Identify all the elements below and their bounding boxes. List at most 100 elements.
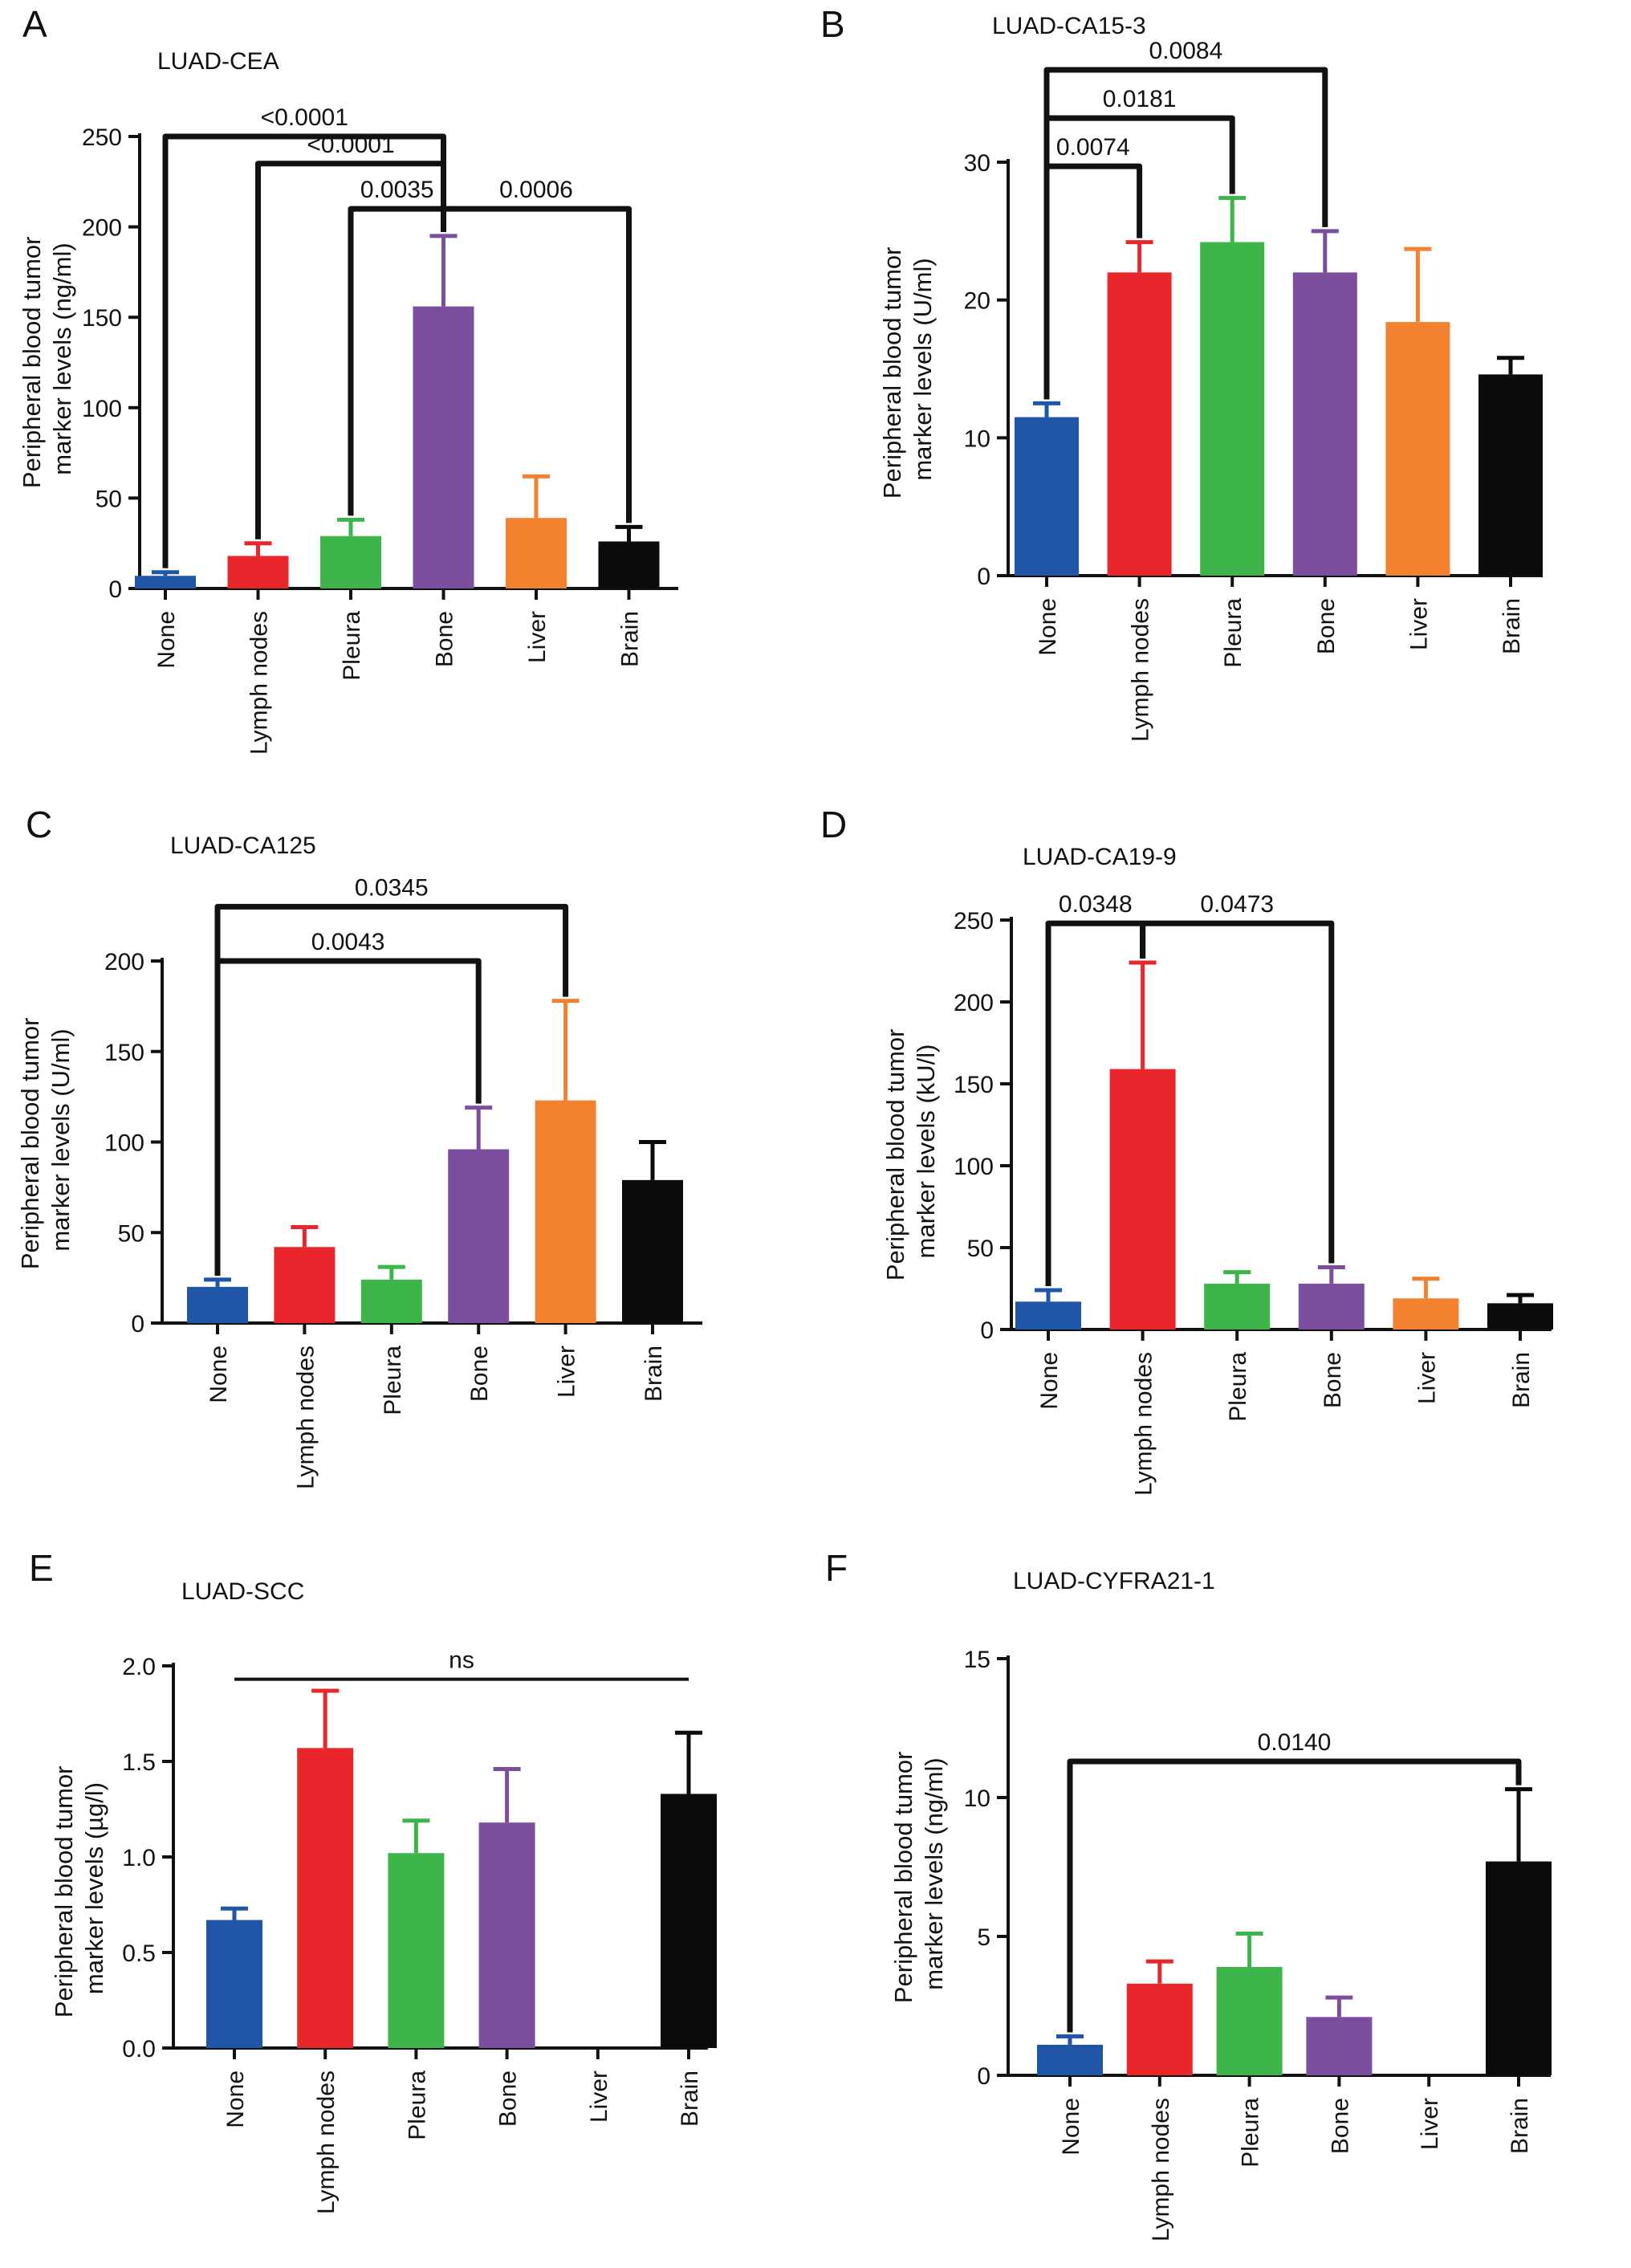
- panel-c-bar: [274, 1247, 336, 1323]
- panel-c-title: LUAD-CA125: [170, 833, 316, 859]
- panel-a-ylabel: Peripheral blood tumor marker levels (ng…: [18, 230, 76, 488]
- panel-e-p-value: ns: [449, 1647, 474, 1674]
- panel-a-p-value: <0.0001: [261, 104, 348, 131]
- panel-f-letter: F: [825, 1547, 848, 1589]
- panel-e-y-tick-label: 1.0: [122, 1845, 156, 1871]
- panel-e-bar: [297, 1748, 354, 2048]
- panel-d-x-tick-label: Pleura: [1225, 1352, 1251, 1422]
- panel-e: E LUAD-SCC Peripheral blood tumor marker…: [29, 1547, 717, 2214]
- panel-a-y-tick-label: 150: [82, 305, 122, 332]
- panel-d: D LUAD-CA19-9 Peripheral blood tumor mar…: [820, 804, 1553, 1496]
- panel-f-bar: [1126, 1983, 1193, 2075]
- panel-d-y-tick-label: 200: [954, 990, 994, 1016]
- panel-a-significance-bracket: [441, 206, 632, 523]
- panel-b-p-value: 0.0074: [1056, 134, 1130, 161]
- panel-c-x-tick-label: Lymph nodes: [292, 1346, 319, 1489]
- panel-e-x-tick-label: Brain: [677, 2071, 703, 2127]
- panel-e-x-tick-label: None: [222, 2071, 249, 2128]
- panel-a-y-tick-label: 200: [82, 215, 122, 242]
- panel-e-x-tick-label: Bone: [495, 2071, 522, 2127]
- panel-c-bar: [622, 1179, 683, 1323]
- panel-c-x-tick-label: Bone: [466, 1346, 493, 1402]
- panel-a-ylabel-line1: Peripheral blood tumor: [18, 237, 46, 489]
- panel-c-p-value: 0.0043: [311, 929, 385, 955]
- panel-a-x-tick-label: Lymph nodes: [246, 611, 273, 755]
- panel-d-bar: [1298, 1283, 1365, 1329]
- panel-e-y-tick-label: 1.5: [122, 1749, 156, 1776]
- panel-c-bar: [535, 1100, 596, 1323]
- panel-c-ylabel: Peripheral blood tumor marker levels (U/…: [16, 1011, 75, 1269]
- panel-a-letter: A: [22, 3, 47, 45]
- panel-d-y-tick-label: 0: [980, 1317, 994, 1344]
- panel-d-ylabel-line2: marker levels (kU/l): [912, 1044, 940, 1259]
- panel-d-bar: [1015, 1301, 1081, 1329]
- panel-c-x-tick-label: Pleura: [380, 1346, 406, 1415]
- panel-f-x-tick-label: Lymph nodes: [1148, 2098, 1174, 2242]
- panel-c-y-tick-label: 50: [118, 1220, 144, 1247]
- panel-e-ylabel-line1: Peripheral blood tumor: [50, 1766, 78, 2018]
- panel-b-significance-bracket: [1043, 67, 1328, 400]
- panel-e-bar: [661, 1794, 717, 2048]
- panel-b-y-tick-label: 20: [964, 288, 990, 315]
- panel-b-letter: B: [820, 3, 845, 45]
- panel-d-x-tick-label: Lymph nodes: [1131, 1352, 1157, 1496]
- panel-f-y-tick-label: 5: [977, 1924, 990, 1951]
- panel-a-bar: [135, 576, 196, 588]
- panel-f-y-tick-label: 10: [964, 1785, 990, 1812]
- panel-a-x-tick-label: None: [153, 611, 180, 669]
- panel-b-p-value: 0.0181: [1103, 86, 1177, 112]
- panel-a-ylabel-line2: marker levels (ng/ml): [48, 242, 76, 474]
- panel-b-x-tick-label: Lymph nodes: [1128, 598, 1154, 742]
- panel-d-ylabel: Peripheral blood tumor marker levels (kU…: [881, 1022, 940, 1281]
- panel-c-y-tick-label: 0: [131, 1311, 144, 1338]
- panel-a-p-value: <0.0001: [307, 132, 394, 158]
- panel-a: A LUAD-CEA Peripheral blood tumor marker…: [18, 3, 678, 755]
- panel-a-bar: [598, 541, 660, 588]
- panel-b-bar: [1478, 374, 1543, 576]
- panel-f-x-tick-label: Pleura: [1238, 2098, 1264, 2168]
- panel-b-bar: [1107, 272, 1172, 576]
- panel-b-y-tick-label: 10: [964, 426, 990, 452]
- panel-b-x-tick-label: Bone: [1313, 598, 1340, 654]
- panel-b-x-tick-label: Liver: [1405, 598, 1432, 650]
- panel-c-x-tick-label: None: [205, 1346, 232, 1403]
- panel-c-letter: C: [26, 804, 52, 845]
- panel-a-significance-bracket: [255, 161, 446, 540]
- panel-a-bar: [413, 306, 474, 588]
- panel-f-x-tick-label: Brain: [1507, 2098, 1533, 2154]
- panel-a-p-value: 0.0006: [499, 177, 573, 203]
- panel-d-x-tick-label: Brain: [1508, 1352, 1535, 1408]
- panel-e-x-tick-label: Liver: [586, 2071, 612, 2123]
- panel-e-ylabel-line2: marker levels (µg/l): [80, 1782, 108, 1994]
- panel-d-letter: D: [820, 804, 847, 845]
- panel-c-bar: [360, 1279, 422, 1323]
- panel-d-significance-bracket: [1140, 920, 1335, 1264]
- panel-b-x-tick-label: Brain: [1499, 598, 1525, 654]
- panel-c-bar: [187, 1286, 248, 1323]
- panel-d-ylabel-line1: Peripheral blood tumor: [881, 1029, 909, 1281]
- panel-c-y-tick-label: 100: [104, 1130, 144, 1157]
- panel-b-ylabel: Peripheral blood tumor marker levels (U/…: [878, 240, 937, 499]
- panel-b-y-tick-label: 0: [977, 564, 990, 590]
- panel-f-y-tick-label: 0: [977, 2063, 990, 2090]
- panel-e-y-tick-label: 0.5: [122, 1940, 156, 1967]
- panel-a-bar: [320, 535, 381, 588]
- panel-d-bar: [1393, 1298, 1459, 1329]
- panel-f: F LUAD-CYFRA21-1 Peripheral blood tumor …: [825, 1547, 1552, 2242]
- panel-f-p-value: 0.0140: [1258, 1729, 1332, 1756]
- panel-d-y-tick-label: 50: [967, 1236, 994, 1262]
- panel-c-y-tick-label: 150: [104, 1040, 144, 1066]
- panel-c-p-value: 0.0345: [355, 874, 429, 901]
- panel-c-bar: [448, 1149, 510, 1323]
- panel-a-x-tick-label: Brain: [617, 611, 644, 667]
- panel-d-p-value: 0.0473: [1200, 891, 1274, 918]
- panel-a-y-tick-label: 0: [108, 576, 122, 603]
- panel-b-bar: [1015, 417, 1079, 576]
- panel-b-title: LUAD-CA15-3: [992, 13, 1146, 39]
- panel-f-y-tick-label: 15: [964, 1647, 990, 1673]
- panel-b-p-value: 0.0084: [1149, 38, 1223, 64]
- panel-f-x-tick-label: None: [1058, 2098, 1084, 2156]
- panel-e-bar: [478, 1822, 535, 2048]
- panel-a-p-value: 0.0035: [360, 177, 434, 203]
